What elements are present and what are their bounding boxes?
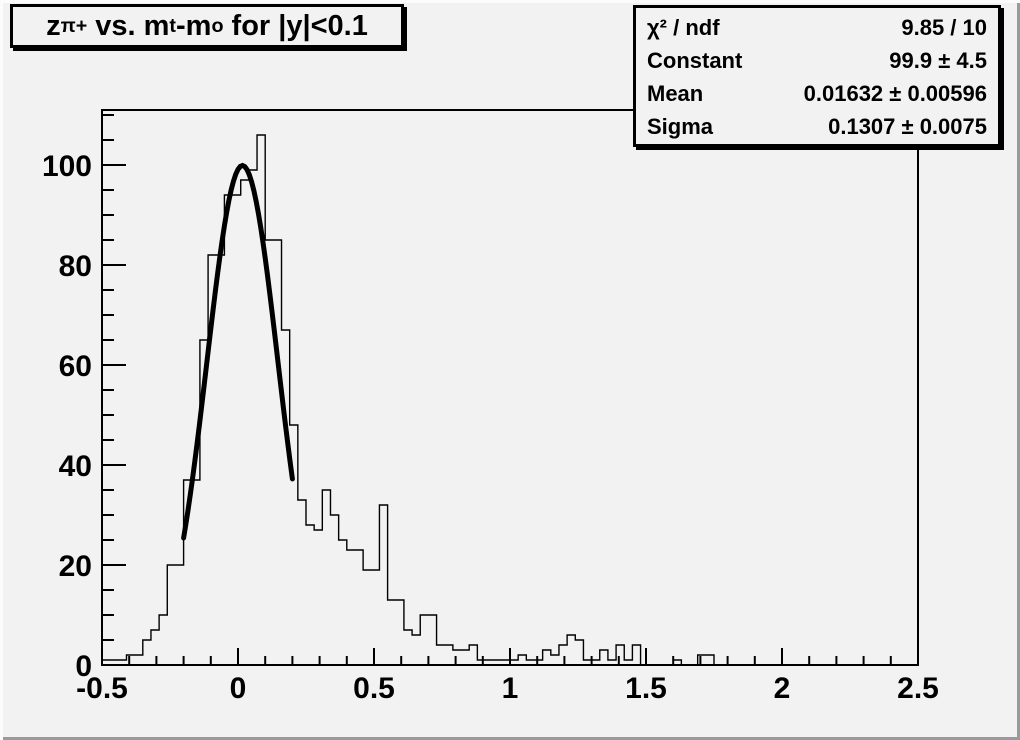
title-text: vs. m — [87, 9, 170, 42]
y-tick-label: 100 — [42, 150, 92, 183]
gaussian-fit-curve — [181, 162, 295, 541]
y-tick-label: 60 — [59, 350, 92, 383]
x-tick-label: 2.5 — [897, 672, 939, 705]
y-tick-label: 0 — [75, 650, 92, 683]
stats-value: 99.9 ± 4.5 — [889, 47, 987, 73]
x-tick-label: 2 — [774, 672, 791, 705]
x-tick-label: 0.5 — [353, 672, 395, 705]
stats-label: Mean — [647, 80, 704, 106]
stats-label: Constant — [647, 47, 743, 73]
stats-value: 0.1307 ± 0.0075 — [828, 113, 987, 139]
y-tick-label: 80 — [59, 250, 92, 283]
stats-row: Constant 99.9 ± 4.5 — [636, 44, 998, 77]
stats-value: 0.01632 ± 0.00596 — [803, 80, 987, 106]
axis-ticks — [101, 114, 919, 666]
stats-label: χ² / ndf — [647, 14, 720, 40]
plot-frame — [101, 109, 919, 666]
stats-value: 9.85 / 10 — [901, 14, 987, 40]
title-text: -m — [175, 9, 212, 42]
y-tick-label: 20 — [59, 550, 92, 583]
stats-label: Sigma — [647, 113, 714, 139]
x-tick-label: 0 — [230, 672, 247, 705]
x-tick-label: 1 — [502, 672, 519, 705]
stats-row: Sigma 0.1307 ± 0.0075 — [636, 110, 998, 143]
title-text: for |y|<0.1 — [223, 9, 368, 42]
stats-box: χ² / ndf 9.85 / 10 Constant 99.9 ± 4.5 Mean 0… — [633, 5, 1001, 147]
x-tick-label: -0.5 — [76, 672, 128, 705]
title-text: z — [46, 9, 61, 42]
x-tick-label: 1.5 — [625, 672, 667, 705]
stats-row: χ² / ndf 9.85 / 10 — [636, 11, 998, 44]
stats-row: Mean 0.01632 ± 0.00596 — [636, 77, 998, 110]
y-tick-label: 40 — [59, 450, 92, 483]
histogram-step-line — [101, 134, 918, 666]
title-box: z π+ vs. m t -m o for |y|<0.1 — [10, 4, 404, 48]
